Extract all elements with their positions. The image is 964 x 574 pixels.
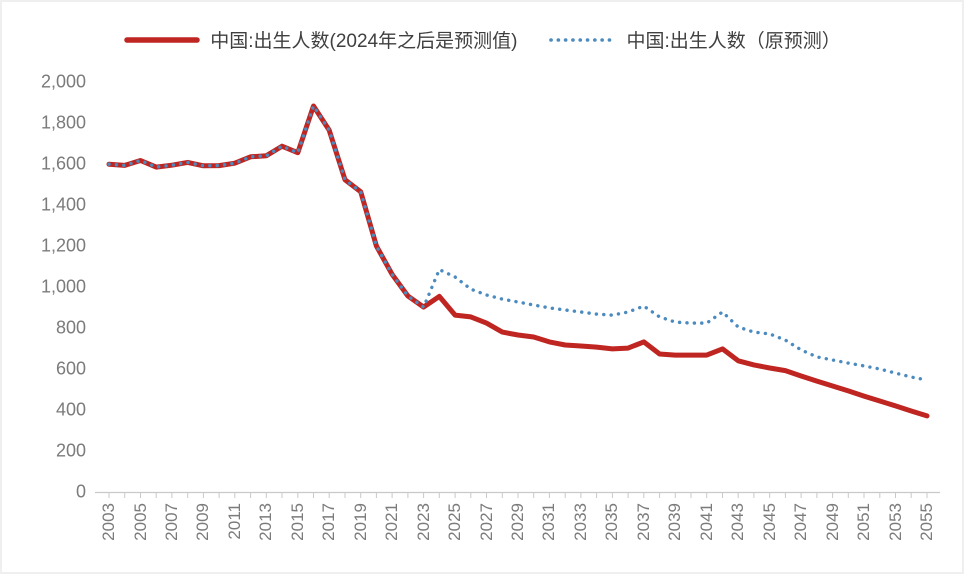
y-axis-tick-label: 400 [55, 399, 86, 420]
forecast-births-line [107, 104, 929, 382]
x-axis-ticks [108, 492, 928, 498]
dotted-line-icon [549, 37, 616, 42]
y-axis-tick-label: 1,400 [40, 194, 86, 215]
y-axis-tick-label: 1,200 [40, 235, 86, 256]
y-axis-tick-label: 800 [55, 317, 86, 338]
solid-line-icon [124, 36, 200, 43]
legend-label-actual: 中国:出生人数(2024年之后是预测值) [210, 31, 518, 52]
y-axis-tick-label: 200 [55, 440, 86, 461]
y-axis-tick-label: 2,000 [40, 71, 86, 92]
y-axis-tick-label: 600 [55, 358, 86, 379]
y-axis-tick-label: 1,800 [40, 112, 86, 133]
legend-label-forecast: 中国:出生人数（原预测） [626, 31, 841, 52]
y-axis-tick-label: 1,600 [40, 153, 86, 174]
y-axis-tick-label: 1,000 [40, 276, 86, 297]
actual-births-line [106, 103, 930, 419]
legend-item-actual: 中国:出生人数(2024年之后是预测值) [123, 26, 517, 53]
y-axis-tick-label: 0 [75, 481, 86, 502]
legend-item-forecast: 中国:出生人数（原预测） [547, 26, 841, 53]
chart-legend: 中国:出生人数(2024年之后是预测值) 中国:出生人数（原预测） [2, 26, 962, 53]
